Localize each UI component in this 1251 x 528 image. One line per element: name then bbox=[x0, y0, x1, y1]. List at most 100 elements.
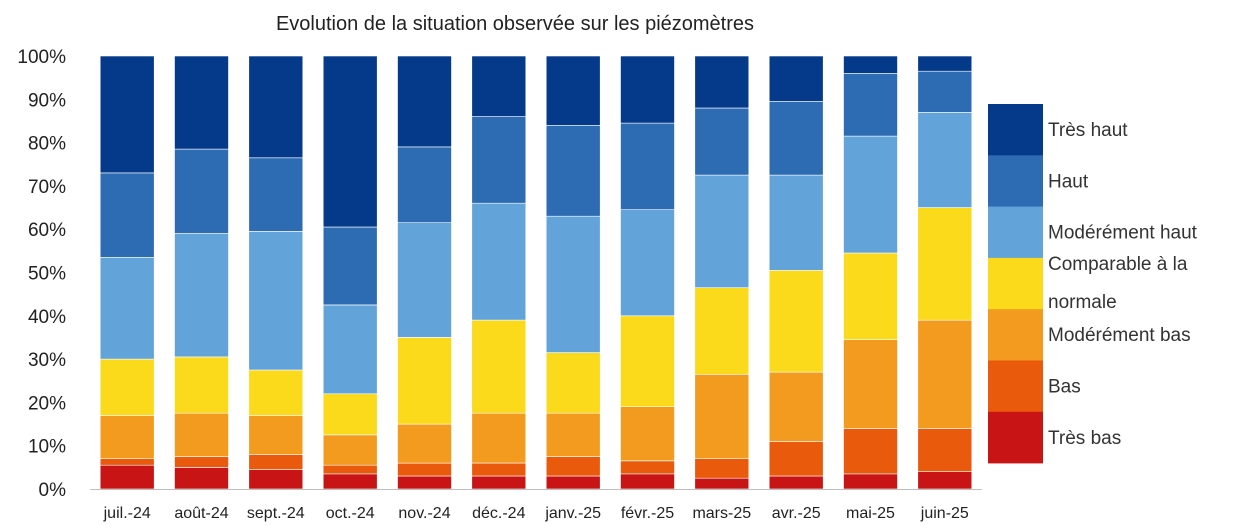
bar-segment-bas bbox=[322, 464, 378, 475]
legend-label: normale bbox=[1048, 292, 1117, 313]
bar-segment-mod-r-ment-haut bbox=[99, 256, 155, 360]
bar-segment-comparable-la-normale bbox=[174, 356, 229, 414]
legend-swatch bbox=[988, 155, 1043, 207]
bar-segment-mod-r-ment-haut bbox=[174, 233, 229, 358]
legend-swatch bbox=[988, 104, 1043, 156]
bar-segment-haut bbox=[322, 226, 378, 306]
bar-segment-tr-s-haut bbox=[322, 55, 378, 228]
y-tick-label: 30% bbox=[28, 350, 66, 371]
bar-segment-haut bbox=[917, 70, 973, 113]
x-tick-label: mars-25 bbox=[692, 505, 751, 522]
bar-segment-comparable-la-normale bbox=[620, 315, 675, 407]
legend-swatch bbox=[988, 360, 1043, 413]
legend-label: Modérément bas bbox=[1048, 325, 1191, 346]
bar-segment-tr-s-haut bbox=[545, 55, 601, 126]
legend-swatch bbox=[988, 411, 1043, 464]
bar-segment-tr-s-bas bbox=[768, 475, 824, 490]
bar-segment-comparable-la-normale bbox=[917, 207, 973, 321]
bar-segment-tr-s-bas bbox=[99, 464, 155, 490]
y-tick-label: 90% bbox=[28, 90, 66, 111]
bar-segment-mod-r-ment-bas bbox=[471, 412, 527, 464]
bar-segment-tr-s-haut bbox=[471, 55, 527, 117]
bar-segment-tr-s-haut bbox=[768, 55, 824, 102]
bar-segment-bas bbox=[843, 428, 898, 475]
bar-segment-mod-r-ment-bas bbox=[694, 373, 750, 459]
bar-segment-mod-r-ment-bas bbox=[99, 415, 155, 459]
bar-segment-mod-r-ment-haut bbox=[248, 231, 304, 371]
y-tick-label: 100% bbox=[17, 47, 66, 68]
bar-segment-mod-r-ment-haut bbox=[917, 112, 973, 208]
bar-segment-tr-s-bas bbox=[248, 469, 304, 490]
bar-segment-tr-s-haut bbox=[843, 55, 898, 74]
legend-swatch bbox=[988, 206, 1043, 259]
bar-segment-bas bbox=[620, 460, 675, 475]
bar-segment-mod-r-ment-bas bbox=[322, 434, 378, 466]
legend-label: Très bas bbox=[1048, 428, 1121, 449]
bar-segment-haut bbox=[471, 116, 527, 204]
x-tick-label: avr.-25 bbox=[772, 505, 821, 522]
bar-segment-mod-r-ment-bas bbox=[768, 371, 824, 442]
bar-segment-haut bbox=[768, 101, 824, 176]
y-tick-label: 40% bbox=[28, 307, 66, 328]
bar-segment-mod-r-ment-haut bbox=[843, 135, 898, 254]
bar-segment-tr-s-haut bbox=[248, 55, 304, 159]
bar-segment-haut bbox=[843, 73, 898, 137]
bar-segment-tr-s-bas bbox=[471, 475, 527, 490]
legend-swatch bbox=[988, 309, 1043, 361]
legend-label: Haut bbox=[1048, 171, 1089, 192]
bar-segment-tr-s-bas bbox=[397, 475, 452, 490]
bar-segment-bas bbox=[768, 441, 824, 477]
bar-segment-mod-r-ment-haut bbox=[694, 174, 750, 289]
bar-segment-mod-r-ment-haut bbox=[397, 222, 452, 338]
bar-segment-tr-s-haut bbox=[99, 55, 155, 174]
bar-segment-mod-r-ment-bas bbox=[545, 412, 601, 457]
bar-segment-bas bbox=[99, 458, 155, 466]
bar-segment-mod-r-ment-bas bbox=[174, 412, 229, 457]
bar-segment-tr-s-bas bbox=[174, 467, 229, 490]
bar-segment-tr-s-bas bbox=[694, 477, 750, 490]
bar-area bbox=[99, 55, 973, 490]
bar-segment-tr-s-haut bbox=[694, 55, 750, 109]
bar-segment-bas bbox=[397, 462, 452, 477]
bar-segment-bas bbox=[545, 456, 601, 477]
y-tick-label: 60% bbox=[28, 220, 66, 241]
y-tick-label: 0% bbox=[39, 480, 67, 501]
x-tick-label: févr.-25 bbox=[621, 505, 674, 522]
bar-segment-comparable-la-normale bbox=[322, 393, 378, 436]
legend-swatch bbox=[988, 257, 1043, 310]
bar-segment-tr-s-haut bbox=[174, 55, 229, 150]
bar-segment-haut bbox=[397, 146, 452, 223]
x-tick-label: sept.-24 bbox=[247, 505, 305, 522]
bar-segment-mod-r-ment-bas bbox=[248, 415, 304, 455]
bar-segment-mod-r-ment-bas bbox=[397, 423, 452, 464]
bar-segment-mod-r-ment-haut bbox=[768, 174, 824, 271]
bar-segment-haut bbox=[174, 148, 229, 234]
bar-segment-comparable-la-normale bbox=[545, 352, 601, 414]
bar-segment-bas bbox=[174, 456, 229, 468]
bar-segment-haut bbox=[99, 172, 155, 258]
x-tick-label: juin-25 bbox=[920, 505, 969, 522]
x-tick-label: janv.-25 bbox=[544, 505, 601, 522]
bar-segment-tr-s-bas bbox=[620, 473, 675, 490]
y-tick-label: 10% bbox=[28, 437, 66, 458]
y-tick-label: 80% bbox=[28, 134, 66, 155]
bar-segment-bas bbox=[694, 458, 750, 479]
bar-segment-tr-s-bas bbox=[545, 475, 601, 490]
bar-segment-bas bbox=[248, 454, 304, 470]
bar-segment-comparable-la-normale bbox=[248, 369, 304, 416]
bar-segment-haut bbox=[694, 107, 750, 176]
bar-segment-haut bbox=[620, 122, 675, 210]
legend-label: Comparable à la bbox=[1048, 254, 1188, 275]
bar-segment-mod-r-ment-haut bbox=[545, 215, 601, 353]
bar-segment-comparable-la-normale bbox=[397, 337, 452, 425]
bar-segment-tr-s-bas bbox=[843, 473, 898, 490]
bar-segment-comparable-la-normale bbox=[843, 252, 898, 340]
x-tick-label: déc.-24 bbox=[472, 505, 525, 522]
x-tick-label: juil.-24 bbox=[103, 505, 151, 522]
legend: Très haut Haut Modérément haut Comparable à… bbox=[988, 104, 1198, 464]
legend-label: Modérément haut bbox=[1048, 223, 1198, 244]
bar-segment-mod-r-ment-bas bbox=[620, 406, 675, 462]
bar-segment-mod-r-ment-haut bbox=[471, 202, 527, 321]
